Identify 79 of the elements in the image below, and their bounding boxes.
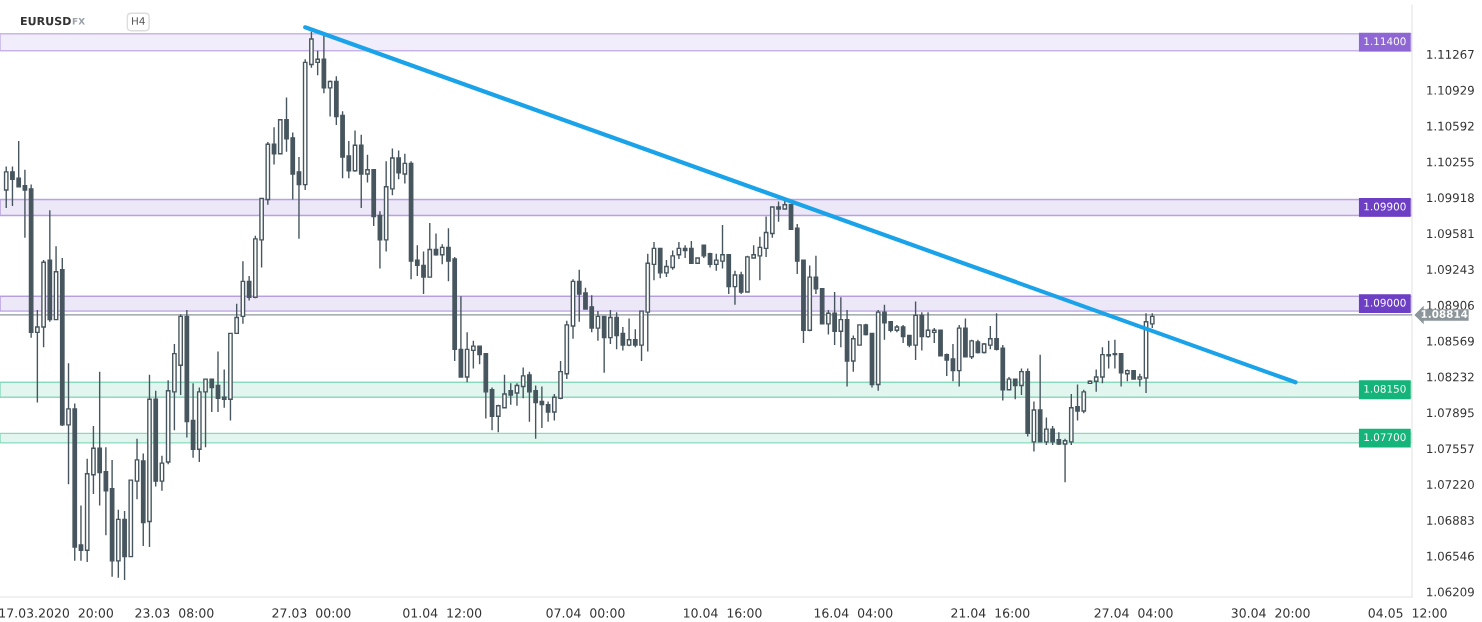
y-tick-label: 1.09581 xyxy=(1427,229,1474,239)
x-tick-label: 27.03 00:00 xyxy=(272,608,351,618)
candlestick xyxy=(950,343,956,382)
candlestick xyxy=(707,251,713,269)
x-tick-label: 17.03.2020 20:00 xyxy=(0,608,113,618)
candlestick xyxy=(813,255,819,295)
candlestick xyxy=(676,241,682,260)
ref-line-label: 1.08814 xyxy=(1421,310,1468,318)
y-tick-label: 1.08906 xyxy=(1427,300,1474,310)
candlestick xyxy=(732,270,738,306)
y-tick-label: 1.08569 xyxy=(1427,336,1474,346)
x-tick-label: 10.04 16:00 xyxy=(684,608,762,618)
candlestick xyxy=(570,278,576,340)
band-label: 1.07700 xyxy=(1364,433,1406,442)
band-label: 1.09900 xyxy=(1364,202,1406,211)
x-tick-label: 01.04 12:00 xyxy=(403,608,482,618)
candlestick xyxy=(103,446,109,537)
band-label: 1.09000 xyxy=(1364,298,1406,307)
candlestick xyxy=(545,400,551,423)
candlestick xyxy=(190,382,196,459)
candlestick xyxy=(321,33,327,94)
text: FX xyxy=(72,17,85,25)
candlestick xyxy=(763,215,769,258)
candlestick xyxy=(296,156,302,240)
candlestick xyxy=(757,236,763,281)
candlestick xyxy=(595,310,601,342)
y-tick-label: 1.07557 xyxy=(1427,444,1474,454)
x-tick-label: 16.04 04:00 xyxy=(814,608,893,618)
y-tick-label: 1.10929 xyxy=(1427,85,1474,95)
x-tick-label: 30.04 20:00 xyxy=(1231,608,1310,618)
y-tick-label: 1.07220 xyxy=(1427,480,1474,489)
y-tick-label: 1.09918 xyxy=(1427,193,1474,203)
y-tick-label: 1.07895 xyxy=(1427,408,1474,418)
candlestick xyxy=(327,79,333,118)
candlestick xyxy=(22,169,28,239)
annotation: H4 xyxy=(132,17,145,25)
y-tick-label: 1.08232 xyxy=(1427,372,1474,382)
x-tick-label: 07.04 00:00 xyxy=(546,608,625,618)
candlestick xyxy=(701,244,707,259)
candlestick xyxy=(1062,437,1068,483)
x-tick-label: 21.04 16:00 xyxy=(951,608,1030,618)
y-tick-label: 1.06209 xyxy=(1427,587,1474,597)
candlestick xyxy=(78,504,84,562)
candlestick xyxy=(844,309,850,388)
candlestick xyxy=(159,454,165,492)
candlestick xyxy=(1143,312,1149,394)
candlestick xyxy=(134,437,140,500)
candlestick xyxy=(215,350,221,413)
x-tick-label: 27.04 04:00 xyxy=(1094,608,1173,618)
candlestick xyxy=(271,126,277,166)
candlestick xyxy=(1149,312,1155,329)
y-tick-label: 1.10592 xyxy=(1427,121,1474,131)
text: EURUSD xyxy=(21,16,71,26)
candlestick xyxy=(925,311,931,339)
x-tick-label: 04.05 12:00 xyxy=(1368,608,1447,618)
candlestick xyxy=(109,459,115,578)
candlestick xyxy=(408,160,414,280)
band-label: 1.11400 xyxy=(1364,37,1406,46)
candlestick xyxy=(1031,400,1037,453)
candlestick xyxy=(433,232,439,257)
candlestick xyxy=(352,129,358,173)
candlestick xyxy=(1112,339,1118,370)
candlestick xyxy=(489,386,495,431)
candlestick xyxy=(651,241,657,281)
candlestick xyxy=(458,295,464,378)
candlestick xyxy=(377,210,383,270)
candlestick xyxy=(626,317,632,347)
y-tick-label: 1.11267 xyxy=(1427,49,1474,59)
y-tick-label: 1.06546 xyxy=(1427,551,1474,561)
candlestick xyxy=(240,260,246,325)
y-tick-label: 1.06883 xyxy=(1427,515,1474,525)
candlestick xyxy=(514,382,520,407)
candlestick xyxy=(53,245,59,321)
candlestick xyxy=(539,385,545,429)
y-tick-label: 1.09243 xyxy=(1427,265,1474,274)
band-label: 1.08150 xyxy=(1364,384,1406,393)
candlestick xyxy=(894,324,900,334)
x-tick-label: 23.03 08:00 xyxy=(135,608,214,618)
y-tick-label: 1.10255 xyxy=(1427,157,1474,167)
